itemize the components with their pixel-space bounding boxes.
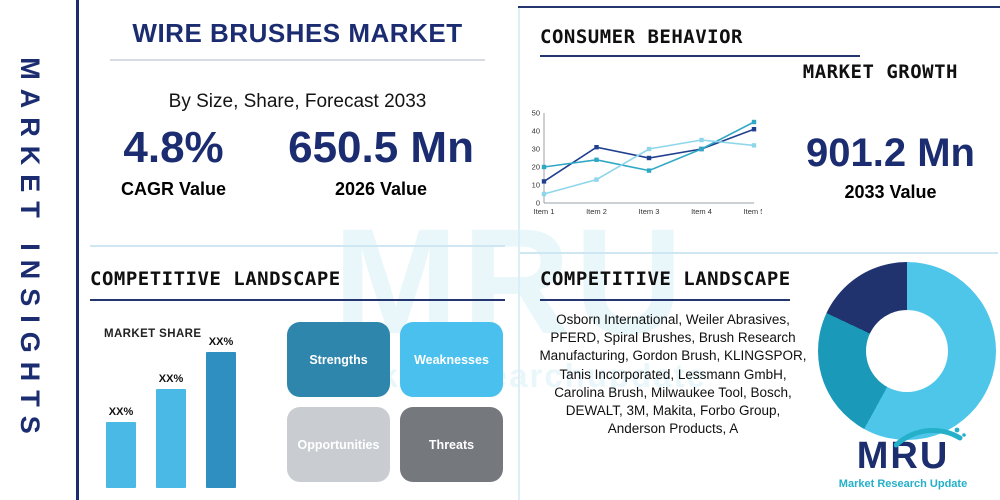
swot-grid: Strengths Weaknesses Opportunities Threa… <box>287 322 503 482</box>
market-share-label: MARKET SHARE <box>104 328 202 340</box>
value-2033-label: 2033 Value <box>844 182 937 202</box>
swot-box-strengths: Strengths <box>287 322 390 397</box>
bar <box>106 422 136 488</box>
swot-box-threats: Threats <box>400 407 503 482</box>
svg-text:50: 50 <box>532 109 540 118</box>
value-2026-stat: 650.5 Mn 2026 Value <box>288 123 474 200</box>
competitive-right-underline <box>540 299 790 301</box>
top-right-rule <box>518 6 1000 8</box>
right-section-divider <box>520 252 998 254</box>
svg-text:Item 1: Item 1 <box>534 207 555 216</box>
market-share-bar-1: XX% <box>106 406 136 488</box>
bar-value-label: XX% <box>108 406 134 418</box>
bar <box>206 352 236 488</box>
left-section-divider <box>90 245 505 247</box>
svg-text:40: 40 <box>532 127 540 136</box>
sidebar-divider-line <box>76 0 79 500</box>
title-underline <box>110 59 485 61</box>
brush-swoosh-icon <box>894 427 966 448</box>
market-share-bar-2: XX% <box>156 373 186 488</box>
consumer-behavior-heading: CONSUMER BEHAVIOR <box>540 26 743 48</box>
market-growth-line-chart: 0 10 20 30 40 50 Item 1 Item 2 Item 3 Item 4 Item … <box>522 108 765 220</box>
market-share-bar-chart: XX% XX% XX% <box>106 332 266 488</box>
bar-value-label: XX% <box>158 373 184 385</box>
market-growth-heading: MARKET GROWTH <box>802 61 958 83</box>
market-overview-section: WIRE BRUSHES MARKET By Size, Share, Fore… <box>90 12 505 200</box>
competitive-left-underline <box>90 299 505 301</box>
bar-value-label: XX% <box>208 336 234 348</box>
svg-text:Item 3: Item 3 <box>639 207 660 216</box>
svg-text:20: 20 <box>532 163 540 172</box>
svg-text:Item 2: Item 2 <box>586 207 607 216</box>
logo-tagline: Market Research Update <box>838 478 968 490</box>
consumer-behavior-underline <box>540 55 860 57</box>
donut-hole <box>866 310 948 392</box>
svg-text:10: 10 <box>532 181 540 190</box>
column-divider <box>518 6 520 500</box>
sidebar-vertical-title: MARKET INSIGHTS <box>15 57 45 443</box>
svg-text:Item 4: Item 4 <box>691 207 712 216</box>
cagr-stat: 4.8% CAGR Value <box>121 123 227 200</box>
report-subtitle: By Size, Share, Forecast 2033 <box>168 91 427 112</box>
value-2033-stat: 901.2 Mn 2033 Value <box>788 132 993 203</box>
svg-text:0: 0 <box>536 199 540 208</box>
cagr-value: 4.8% <box>123 123 224 172</box>
svg-text:30: 30 <box>532 145 540 154</box>
competitive-landscape-left-heading: COMPETITIVE LANDSCAPE <box>90 268 341 290</box>
svg-text:Item 5: Item 5 <box>744 207 762 216</box>
competitive-landscape-right-heading: COMPETITIVE LANDSCAPE <box>540 268 791 290</box>
bar <box>156 389 186 488</box>
logo-text: MRU <box>856 435 950 477</box>
swot-box-opportunities: Opportunities <box>287 407 390 482</box>
market-share-donut-chart <box>818 262 996 440</box>
cagr-label: CAGR Value <box>121 179 227 200</box>
market-share-bar-3: XX% <box>206 336 236 488</box>
swot-box-weaknesses: Weaknesses <box>400 322 503 397</box>
company-list: Osborn International, Weiler Abrasives, … <box>539 312 807 437</box>
value-2033-value: 901.2 Mn <box>806 131 975 175</box>
value-2026-value: 650.5 Mn <box>288 123 474 172</box>
page-title: WIRE BRUSHES MARKET <box>132 18 463 48</box>
mru-logo: MRU Market Research Update <box>818 427 988 490</box>
value-2026-label: 2026 Value <box>334 179 428 200</box>
stats-row: 4.8% CAGR Value 650.5 Mn 2026 Value <box>90 123 505 200</box>
